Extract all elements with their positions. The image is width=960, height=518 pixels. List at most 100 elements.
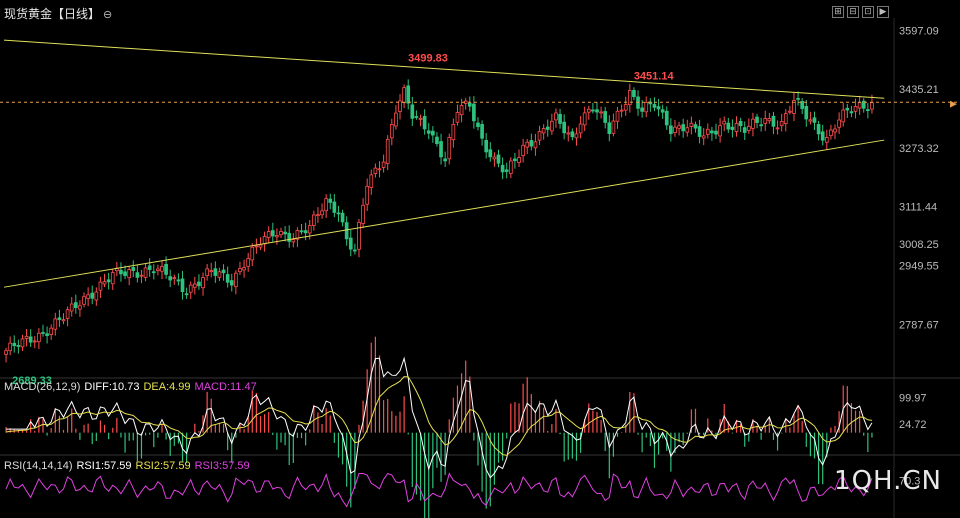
candle-body (759, 124, 763, 127)
candle-body (123, 271, 127, 277)
candle-body (603, 111, 608, 123)
window-button-play[interactable]: ▶ (877, 6, 889, 18)
candle-body (554, 112, 558, 121)
candle-body (69, 303, 74, 312)
candle-body (775, 127, 780, 130)
candle-body (783, 113, 788, 125)
candle-body (820, 131, 825, 141)
macd-value: MACD:11.47 (194, 381, 257, 393)
candle-body (213, 268, 218, 276)
candles (4, 79, 874, 363)
candle-body (742, 127, 747, 133)
candle-body (693, 124, 698, 129)
candle-body (172, 277, 177, 280)
candle-body (24, 335, 29, 339)
candle-body (591, 109, 595, 112)
candle-body (201, 277, 205, 289)
candle-body (176, 279, 181, 282)
candle-body (517, 157, 521, 163)
candle-body (718, 125, 722, 137)
candle-body (861, 100, 866, 109)
candle-body (537, 130, 542, 141)
candle-body (701, 135, 706, 139)
candle-body (287, 232, 292, 242)
candle-body (139, 274, 144, 277)
candle-body (426, 130, 431, 134)
candle-body (385, 138, 390, 164)
candle-body (714, 130, 718, 135)
candle-body (197, 281, 201, 287)
candle-body (151, 271, 156, 274)
price-axis-label: 2949.55 (899, 261, 939, 273)
price-axis-label: 3435.21 (899, 84, 939, 96)
candle-body (599, 111, 603, 114)
candle-body (389, 123, 394, 139)
candle-body (394, 112, 398, 127)
candle-body (492, 156, 497, 160)
candle-body (32, 340, 37, 343)
rsi-name: RSI(14,14,14) (4, 460, 73, 472)
window-button-split[interactable]: ⊟ (847, 6, 859, 18)
candle-body (164, 263, 168, 275)
candle-body (467, 102, 472, 107)
candle-body (508, 160, 513, 174)
candle-body (644, 102, 649, 113)
candle-body (705, 128, 710, 135)
candle-body (857, 102, 862, 109)
candle-body (262, 236, 267, 245)
candle-body (410, 104, 415, 119)
candle-body (377, 168, 382, 171)
candle-body (459, 105, 464, 116)
candle-body (398, 100, 402, 112)
candle-body (808, 119, 813, 122)
candle-body (504, 169, 509, 172)
price-annotation: 2689.33 (12, 375, 52, 387)
candle-body (16, 345, 21, 347)
candle-body (422, 116, 427, 130)
candle-body (344, 222, 349, 240)
candle-body (209, 270, 214, 272)
candle-body (476, 122, 480, 128)
candle-body (578, 123, 583, 134)
candle-body (291, 239, 296, 243)
candle-body (500, 164, 505, 173)
candle-body (488, 149, 493, 158)
window-button-layout[interactable]: ⊞ (832, 6, 844, 18)
candle-body (738, 120, 743, 127)
candle-body (221, 269, 226, 274)
candle-body (303, 230, 308, 234)
candle-body (726, 122, 731, 130)
rsi-label: RSI(14,14,14) RSI1:57.59 RSI2:57.59 RSI3:57… (4, 460, 254, 472)
candle-body (607, 122, 612, 134)
candle-body (824, 137, 829, 143)
candle-body (98, 281, 103, 291)
candle-body (623, 104, 628, 111)
candle-body (484, 139, 489, 153)
rsi-axis-label: 70.3 (899, 475, 920, 487)
candle-body (710, 130, 714, 134)
price-axis-label: 3597.09 (899, 25, 939, 37)
candle-body (796, 98, 800, 100)
circle-minus-icon[interactable]: ⊖ (103, 9, 113, 21)
candle-body (41, 332, 45, 334)
candle-body (192, 283, 197, 288)
candle-body (238, 268, 242, 273)
macd-panel (5, 336, 873, 518)
candle-body (574, 133, 579, 139)
chart-title-bar: 现货黄金【日线】 ⊖ (4, 5, 112, 22)
watermark: 1QH.CN (834, 466, 942, 496)
candle-body (451, 123, 456, 141)
candle-body (332, 201, 337, 213)
price-axis-label: 3111.44 (899, 202, 937, 214)
candle-body (402, 87, 406, 104)
candle-body (353, 249, 357, 252)
candle-body (664, 110, 669, 126)
macd-name: MACD(26,12,9) (4, 381, 81, 393)
chart-title: 现货黄金【日线】 (4, 7, 101, 21)
candle-body (369, 174, 374, 188)
candle-body (61, 319, 66, 322)
window-button-maximize[interactable]: ⊡ (862, 6, 874, 18)
macd-label: MACD(26,12,9) DIFF:10.73 DEA:4.99 MACD:11.4… (4, 381, 261, 393)
candle-body (615, 110, 620, 122)
